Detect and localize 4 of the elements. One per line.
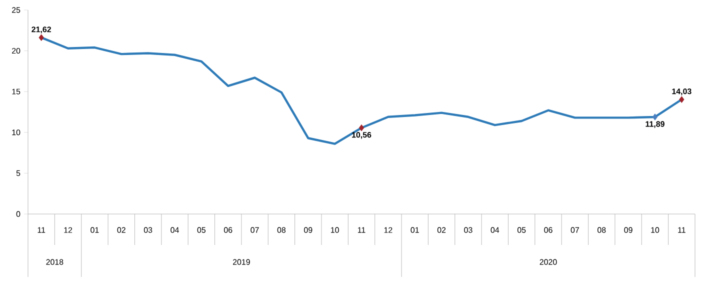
point <box>38 34 44 41</box>
point <box>679 96 684 103</box>
point <box>652 114 658 120</box>
point <box>358 124 364 132</box>
